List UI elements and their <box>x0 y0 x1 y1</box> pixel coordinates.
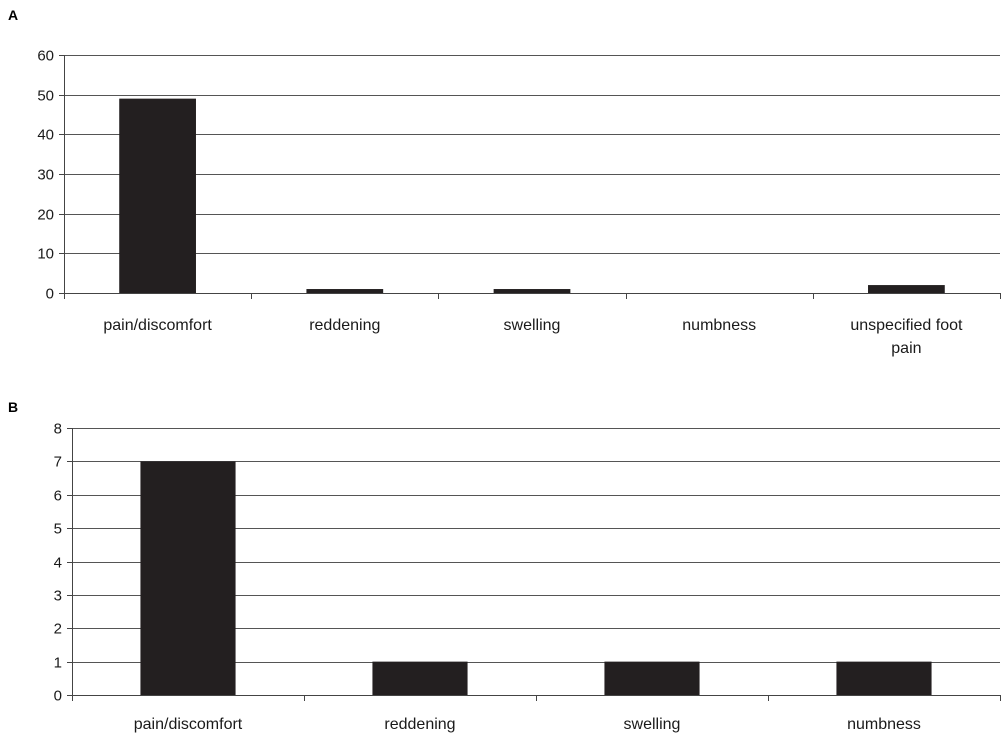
y-tick-label: 5 <box>54 521 62 538</box>
y-tick-label: 60 <box>37 48 54 65</box>
y-tick-label: 10 <box>37 246 54 263</box>
y-tick-label: 0 <box>46 286 54 303</box>
x-tick-label: pain/discomfort <box>103 317 212 334</box>
bar <box>604 661 700 695</box>
panel-label-a: A <box>8 7 18 23</box>
x-tick-label: reddening <box>384 716 455 733</box>
y-tick-label: 3 <box>54 588 62 605</box>
bar <box>868 285 945 293</box>
bar <box>306 289 384 293</box>
x-tick-label: reddening <box>309 317 380 334</box>
bar <box>836 661 932 695</box>
chart-a: A 0 10 20 30 40 50 60 pain/discomfort reddening s… <box>8 7 1001 357</box>
x-tick-label: swelling <box>504 317 561 334</box>
y-tick-label: 1 <box>54 655 62 672</box>
x-tick-label: pain <box>891 340 921 357</box>
y-tick-label: 4 <box>54 555 62 572</box>
x-tick-label: numbness <box>682 317 756 334</box>
bar <box>119 98 196 293</box>
bar <box>140 461 236 695</box>
y-tick-label: 20 <box>37 207 54 224</box>
x-tick-label: unspecified foot <box>850 317 963 334</box>
y-tick-label: 0 <box>54 688 62 705</box>
bar <box>372 661 468 695</box>
chart-b: B 0 1 2 3 4 5 6 7 8 pain/discomfort reddening swell… <box>8 399 1001 733</box>
x-tick-label: swelling <box>624 716 681 733</box>
y-tick-label: 8 <box>54 421 62 438</box>
y-tick-label: 50 <box>37 88 54 105</box>
y-tick-label: 30 <box>37 167 54 184</box>
y-tick-label: 2 <box>54 621 62 638</box>
x-tick-label: pain/discomfort <box>134 716 243 733</box>
panel-label-b: B <box>8 399 18 415</box>
y-tick-label: 40 <box>37 127 54 144</box>
y-tick-label: 6 <box>54 488 62 505</box>
x-tick-label: numbness <box>847 716 921 733</box>
bar <box>493 289 571 293</box>
y-tick-label: 7 <box>54 454 62 471</box>
